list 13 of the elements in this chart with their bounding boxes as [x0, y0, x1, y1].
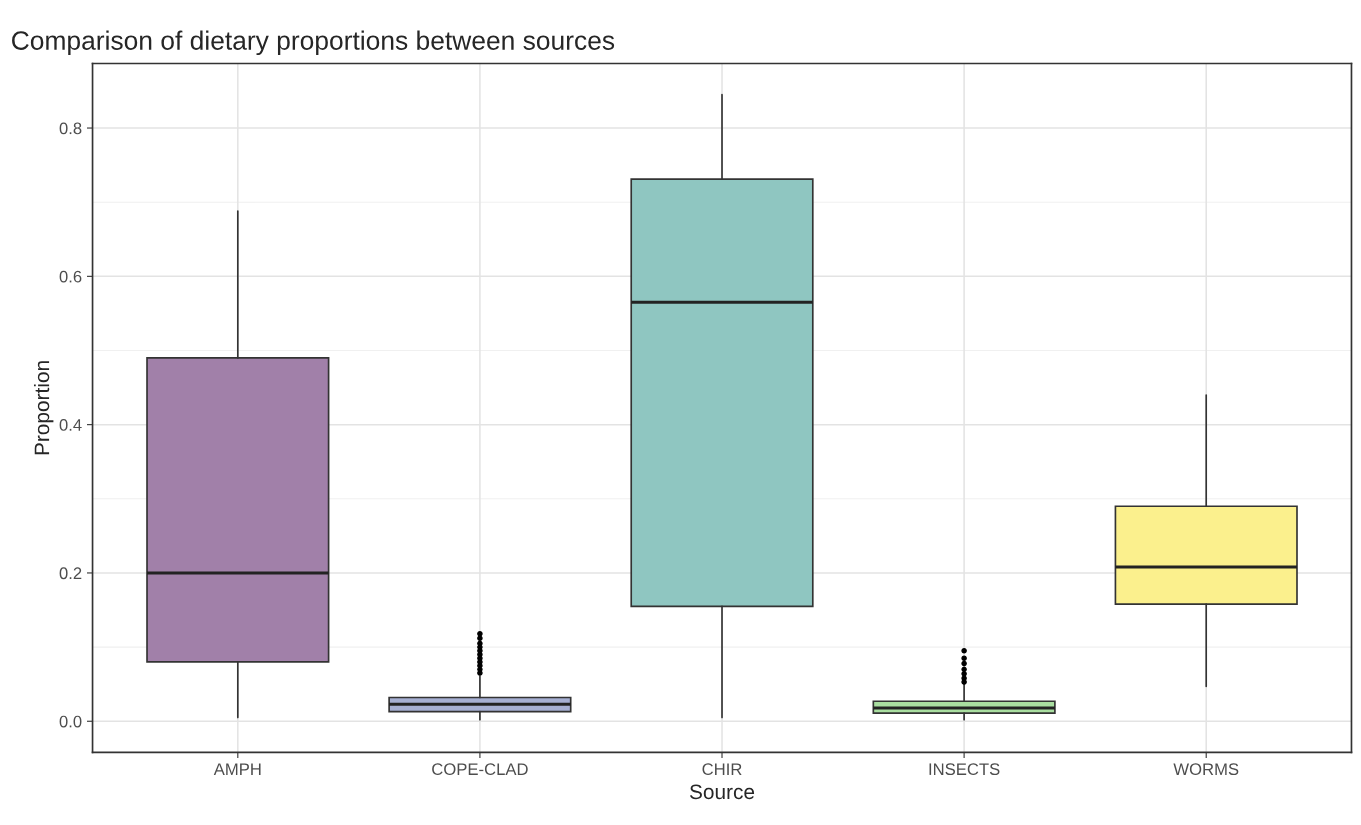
x-tick-label: WORMS	[1173, 763, 1239, 776]
y-tick-label: 0.2	[59, 567, 82, 580]
y-axis-title: Proportion	[33, 361, 54, 455]
y-tick-label: 0.6	[59, 270, 82, 283]
x-tick-label: COPE-CLAD	[432, 763, 528, 776]
x-axis-title: Source	[689, 784, 755, 800]
x-tick-label: CHIR	[702, 763, 742, 776]
y-tick-label: 0.0	[59, 715, 82, 728]
x-tick-label: INSECTS	[929, 763, 1000, 776]
chart-title: Comparison of dietary proportions between sources	[12, 30, 615, 56]
x-tick-label: AMPH	[213, 763, 261, 775]
y-tick-label: 0.4	[59, 419, 82, 431]
y-tick-label: 0.8	[59, 122, 82, 135]
